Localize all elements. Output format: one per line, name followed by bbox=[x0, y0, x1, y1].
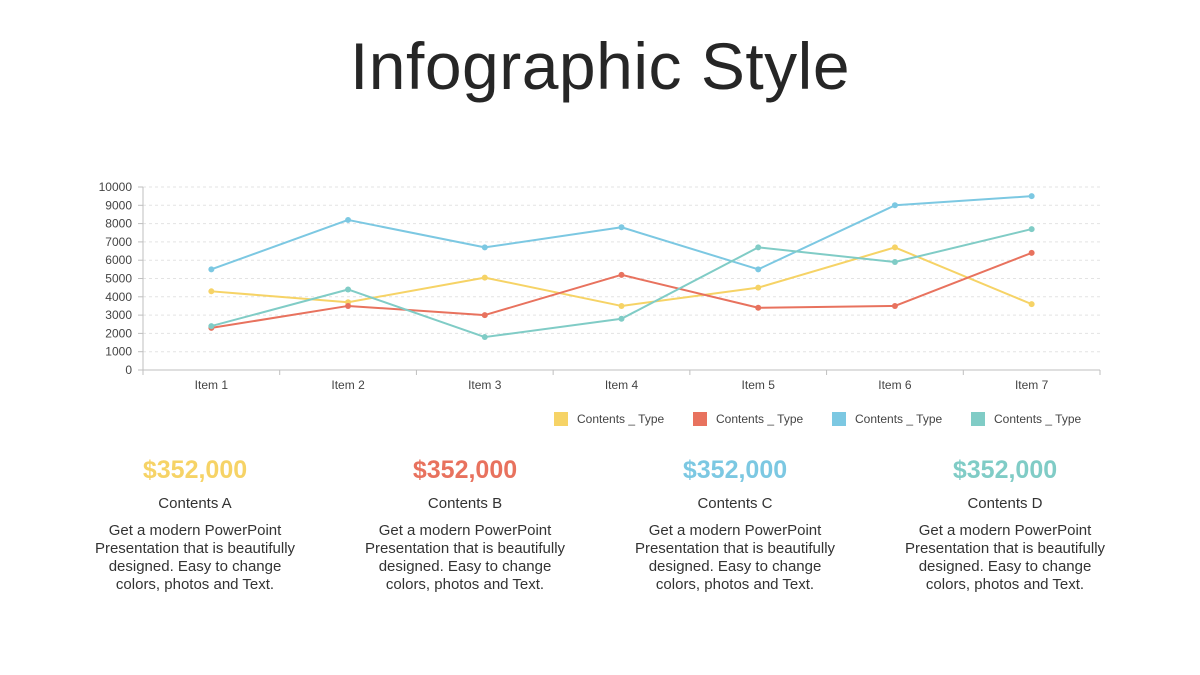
y-tick-label: 3000 bbox=[105, 308, 132, 322]
data-point bbox=[618, 315, 625, 322]
stat-label: Contents C bbox=[697, 495, 773, 512]
data-point bbox=[345, 286, 352, 293]
legend-label: Contents _ Type bbox=[855, 412, 942, 426]
stat-label: Contents B bbox=[427, 495, 503, 512]
x-tick-label: Item 1 bbox=[195, 378, 229, 392]
stat-card-d: $352,000 Contents D Get a modern PowerPo… bbox=[885, 456, 1125, 594]
data-point bbox=[755, 304, 762, 311]
y-tick-label: 8000 bbox=[105, 217, 132, 231]
y-tick-label: 5000 bbox=[105, 272, 132, 286]
stat-description-line: Get a modern PowerPoint bbox=[648, 522, 822, 539]
x-tick-label: Item 2 bbox=[331, 378, 365, 392]
data-point bbox=[481, 244, 488, 251]
stat-card-c: $352,000 Contents C Get a modern PowerPo… bbox=[615, 456, 855, 594]
stat-value: $352,000 bbox=[682, 456, 788, 484]
stat-description-line: Presentation that is beautifully bbox=[904, 540, 1106, 557]
y-tick-label: 4000 bbox=[105, 290, 132, 304]
data-point bbox=[1028, 226, 1035, 233]
y-tick-label: 1000 bbox=[105, 345, 132, 359]
y-tick-label: 7000 bbox=[105, 235, 132, 249]
y-tick-label: 10000 bbox=[99, 180, 133, 194]
stat-description: Get a modern PowerPoint Presentation tha… bbox=[345, 522, 585, 594]
stat-description-line: designed. Easy to change bbox=[378, 558, 552, 575]
stat-card-b: $352,000 Contents B Get a modern PowerPo… bbox=[345, 456, 585, 594]
stat-description: Get a modern PowerPoint Presentation tha… bbox=[615, 522, 855, 594]
stat-description-line: Presentation that is beautifully bbox=[634, 540, 836, 557]
data-point bbox=[891, 244, 898, 251]
data-point bbox=[618, 271, 625, 278]
legend-swatch bbox=[554, 412, 568, 426]
y-tick-label: 6000 bbox=[105, 253, 132, 267]
data-point bbox=[755, 284, 762, 291]
stat-card-a: $352,000 Contents A Get a modern PowerPo… bbox=[75, 456, 315, 594]
stats-row: $352,000 Contents A Get a modern PowerPo… bbox=[60, 456, 1140, 616]
stat-description-line: designed. Easy to change bbox=[918, 558, 1092, 575]
x-tick-label: Item 7 bbox=[1015, 378, 1049, 392]
stat-description-line: designed. Easy to change bbox=[108, 558, 282, 575]
data-point bbox=[618, 224, 625, 231]
data-point bbox=[755, 244, 762, 251]
data-point bbox=[755, 266, 762, 273]
stat-description: Get a modern PowerPoint Presentation tha… bbox=[75, 522, 315, 594]
stat-label: Contents D bbox=[967, 495, 1043, 512]
legend-swatch bbox=[832, 412, 846, 426]
stat-label: Contents A bbox=[158, 495, 232, 512]
stat-description-line: colors, photos and Text. bbox=[385, 576, 545, 593]
stat-description-line: colors, photos and Text. bbox=[925, 576, 1085, 593]
legend-label: Contents _ Type bbox=[716, 412, 803, 426]
data-point bbox=[891, 259, 898, 266]
legend-label: Contents _ Type bbox=[994, 412, 1081, 426]
stat-value: $352,000 bbox=[952, 456, 1058, 484]
data-point bbox=[345, 216, 352, 223]
data-point bbox=[481, 274, 488, 281]
data-point bbox=[891, 302, 898, 309]
data-point bbox=[481, 312, 488, 319]
y-tick-label: 2000 bbox=[105, 326, 132, 340]
stat-description-line: colors, photos and Text. bbox=[655, 576, 815, 593]
stat-description-line: Get a modern PowerPoint bbox=[378, 522, 552, 539]
stat-value: $352,000 bbox=[142, 456, 248, 484]
stat-description-line: Get a modern PowerPoint bbox=[918, 522, 1092, 539]
legend-swatch bbox=[693, 412, 707, 426]
x-tick-label: Item 5 bbox=[742, 378, 776, 392]
page-title: Infographic Style bbox=[349, 29, 851, 103]
stat-description: Get a modern PowerPoint Presentation tha… bbox=[885, 522, 1125, 594]
legend-swatch bbox=[971, 412, 985, 426]
data-point bbox=[1028, 249, 1035, 256]
stat-description-line: colors, photos and Text. bbox=[115, 576, 275, 593]
data-point bbox=[618, 302, 625, 309]
legend-label: Contents _ Type bbox=[577, 412, 664, 426]
y-tick-label: 0 bbox=[125, 363, 132, 377]
data-point bbox=[208, 288, 215, 295]
x-tick-label: Item 6 bbox=[878, 378, 912, 392]
data-point bbox=[345, 302, 352, 309]
line-chart: 0 1000 2000 3000 4000 5000 6000 7000 8000 9000 100… bbox=[99, 180, 1101, 426]
data-point bbox=[208, 323, 215, 330]
data-point bbox=[208, 266, 215, 273]
data-point bbox=[891, 202, 898, 209]
stat-value: $352,000 bbox=[412, 456, 518, 484]
stat-description-line: Presentation that is beautifully bbox=[364, 540, 566, 557]
x-tick-label: Item 4 bbox=[605, 378, 639, 392]
stat-description-line: designed. Easy to change bbox=[648, 558, 822, 575]
data-point bbox=[1028, 301, 1035, 308]
data-point bbox=[481, 334, 488, 341]
x-tick-label: Item 3 bbox=[468, 378, 502, 392]
y-tick-label: 9000 bbox=[105, 198, 132, 212]
data-point bbox=[1028, 193, 1035, 200]
stat-description-line: Get a modern PowerPoint bbox=[108, 522, 282, 539]
stat-description-line: Presentation that is beautifully bbox=[94, 540, 296, 557]
